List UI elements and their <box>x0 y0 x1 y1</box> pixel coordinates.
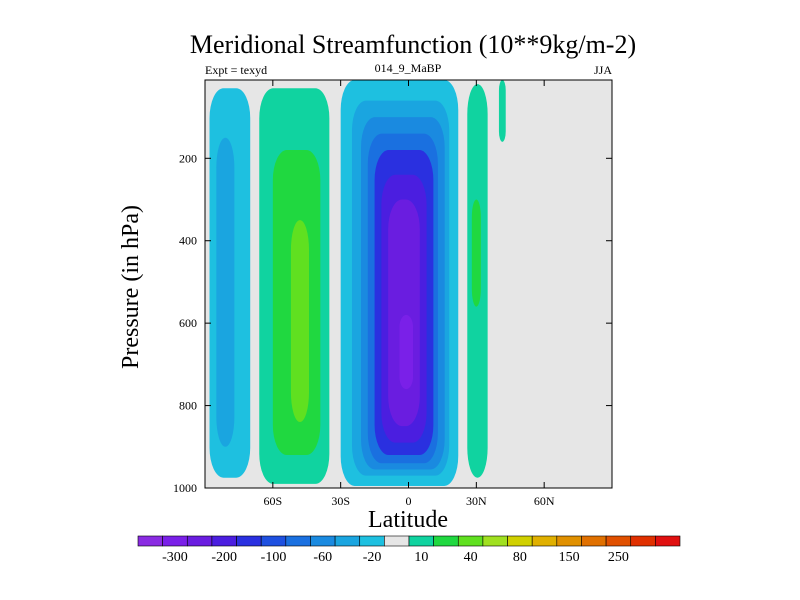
x-tick-label: 30S <box>331 494 350 508</box>
colorbar-swatch <box>655 535 681 547</box>
y-tick-label: 400 <box>179 234 197 248</box>
subtitle-left: Expt = texyd <box>205 63 267 77</box>
colorbar-swatch <box>556 535 582 547</box>
colorbar-swatch <box>531 535 558 547</box>
region-southern-ferrel-cell-core <box>290 220 310 423</box>
colorbar-label: -300 <box>162 550 188 565</box>
colorbar-swatch <box>605 535 632 547</box>
colorbar-swatch <box>285 535 311 547</box>
colorbar-swatch <box>137 535 163 547</box>
subtitle-center: 014_9_MaBP <box>375 61 442 75</box>
colorbar-label: -100 <box>261 550 287 565</box>
colorbar-swatch <box>457 535 484 547</box>
colorbar-swatch <box>211 535 237 547</box>
colorbar-swatch <box>581 535 607 547</box>
colorbar-swatch <box>433 535 459 547</box>
colorbar-swatch <box>334 535 361 547</box>
colorbar-swatch <box>186 535 213 547</box>
colorbar-label: 10 <box>414 550 428 565</box>
colorbar-swatch <box>236 535 262 547</box>
colorbar-label: 80 <box>513 550 527 565</box>
colorbar-label: -60 <box>313 550 332 565</box>
region-hadley-cell-l7 <box>388 199 420 427</box>
colorbar-swatch <box>482 535 508 547</box>
colorbar-label: 150 <box>559 550 580 565</box>
region-northern-ferrel-cell-core <box>471 199 481 307</box>
colorbar: -300 -200 -100 -60 -20 10 40 80 150 250 <box>137 535 681 565</box>
colorbar-swatch <box>359 535 385 547</box>
x-tick-label: 30N <box>466 494 487 508</box>
colorbar-swatch <box>384 535 410 547</box>
region-hadley-cell-core <box>399 314 414 390</box>
region-southern-polar-cell-inner <box>216 137 235 447</box>
region-northern-upper-cell <box>498 80 506 142</box>
y-tick-label: 800 <box>179 399 197 413</box>
x-tick-label: 0 <box>406 494 412 508</box>
x-tick-label: 60S <box>263 494 282 508</box>
colorbar-label: -200 <box>211 550 237 565</box>
colorbar-swatch <box>260 535 287 547</box>
colorbar-swatch <box>162 535 188 547</box>
y-tick-label: 200 <box>179 151 197 165</box>
plot-area: 60S 30S 0 30N 60N 200 400 600 800 1000 <box>173 79 613 508</box>
y-tick-label: 600 <box>179 316 197 330</box>
colorbar-swatch <box>630 535 656 547</box>
colorbar-swatch <box>408 535 434 547</box>
contour-fills <box>209 80 506 486</box>
colorbar-label: 40 <box>464 550 478 565</box>
colorbar-label: 250 <box>608 550 629 565</box>
x-tick-label: 60N <box>534 494 555 508</box>
y-tick-label: 1000 <box>173 481 197 495</box>
colorbar-swatch <box>310 535 336 547</box>
subtitle-right: JJA <box>594 63 612 77</box>
colorbar-swatch <box>507 535 533 547</box>
x-axis-label: Latitude <box>368 507 448 533</box>
chart-title: Meridional Streamfunction (10**9kg/m-2) <box>190 30 636 59</box>
colorbar-label: -20 <box>363 550 382 565</box>
y-axis-label: Pressure (in hPa) <box>118 205 144 369</box>
